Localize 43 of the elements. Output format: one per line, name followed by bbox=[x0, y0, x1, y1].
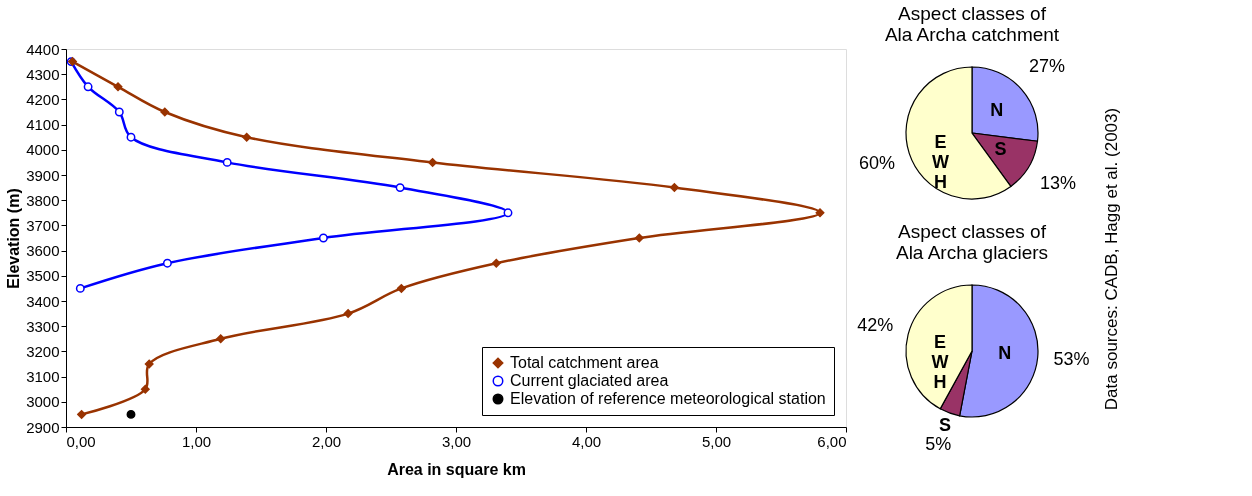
slice-label: S bbox=[994, 138, 1007, 159]
slice-label: N bbox=[998, 343, 1012, 364]
legend-label: Current glaciated area bbox=[510, 372, 669, 389]
y-tick-label: 3600 bbox=[26, 242, 60, 260]
x-tick-label: 1,00 bbox=[181, 432, 212, 450]
slice-label: S bbox=[938, 415, 951, 436]
y-tick-label: 4000 bbox=[26, 141, 60, 159]
x-tick-label: 2,00 bbox=[311, 432, 342, 450]
y-tick-label: 4100 bbox=[26, 116, 60, 134]
chart-title: Aspect classes of Ala Archa glaciers bbox=[895, 221, 1049, 263]
chart-title: Aspect classes of Ala Archa catchment bbox=[884, 3, 1060, 45]
y-tick-label: 4300 bbox=[26, 65, 60, 83]
data-label: 27% bbox=[1029, 55, 1066, 76]
slice-label: E W H bbox=[932, 132, 950, 193]
x-tick-label: 4,00 bbox=[571, 432, 602, 450]
x-tick-label: 6,00 bbox=[817, 432, 847, 450]
data-label: 42% bbox=[857, 315, 894, 336]
y-tick-label: 3900 bbox=[26, 166, 60, 184]
x-tick-label: 3,00 bbox=[441, 432, 472, 450]
y-tick-label: 4400 bbox=[26, 40, 60, 58]
x-axis-title: Area in square km bbox=[387, 460, 526, 478]
data-label: 13% bbox=[1040, 172, 1077, 193]
y-tick-label: 3200 bbox=[26, 342, 60, 360]
data-label: 60% bbox=[858, 152, 895, 173]
y-axis-title: Elevation (m) bbox=[5, 188, 23, 289]
legend-label: Total catchment area bbox=[510, 354, 659, 371]
slice-label: N bbox=[990, 100, 1004, 121]
x-tick-label: 0,00 bbox=[66, 432, 96, 450]
y-tick-label: 3000 bbox=[26, 393, 60, 411]
x-tick-label: 5,00 bbox=[701, 432, 732, 450]
y-tick-label: 3100 bbox=[26, 368, 60, 386]
y-tick-label: 3500 bbox=[26, 267, 60, 285]
y-tick-label: 4200 bbox=[26, 90, 60, 108]
y-tick-label: 3400 bbox=[26, 292, 60, 310]
legend-label: Elevation of reference meteorological station bbox=[510, 390, 826, 407]
y-tick-label: 2900 bbox=[26, 418, 60, 436]
y-tick-label: 3300 bbox=[26, 317, 60, 335]
data-label: 5% bbox=[925, 434, 952, 455]
text: Data sources: CADB, Hagg et al. (2003) bbox=[1102, 107, 1121, 411]
y-tick-label: 3700 bbox=[26, 216, 60, 234]
data-label: 53% bbox=[1053, 349, 1090, 370]
slice-label: E W H bbox=[931, 331, 949, 392]
y-tick-label: 3800 bbox=[26, 191, 60, 209]
